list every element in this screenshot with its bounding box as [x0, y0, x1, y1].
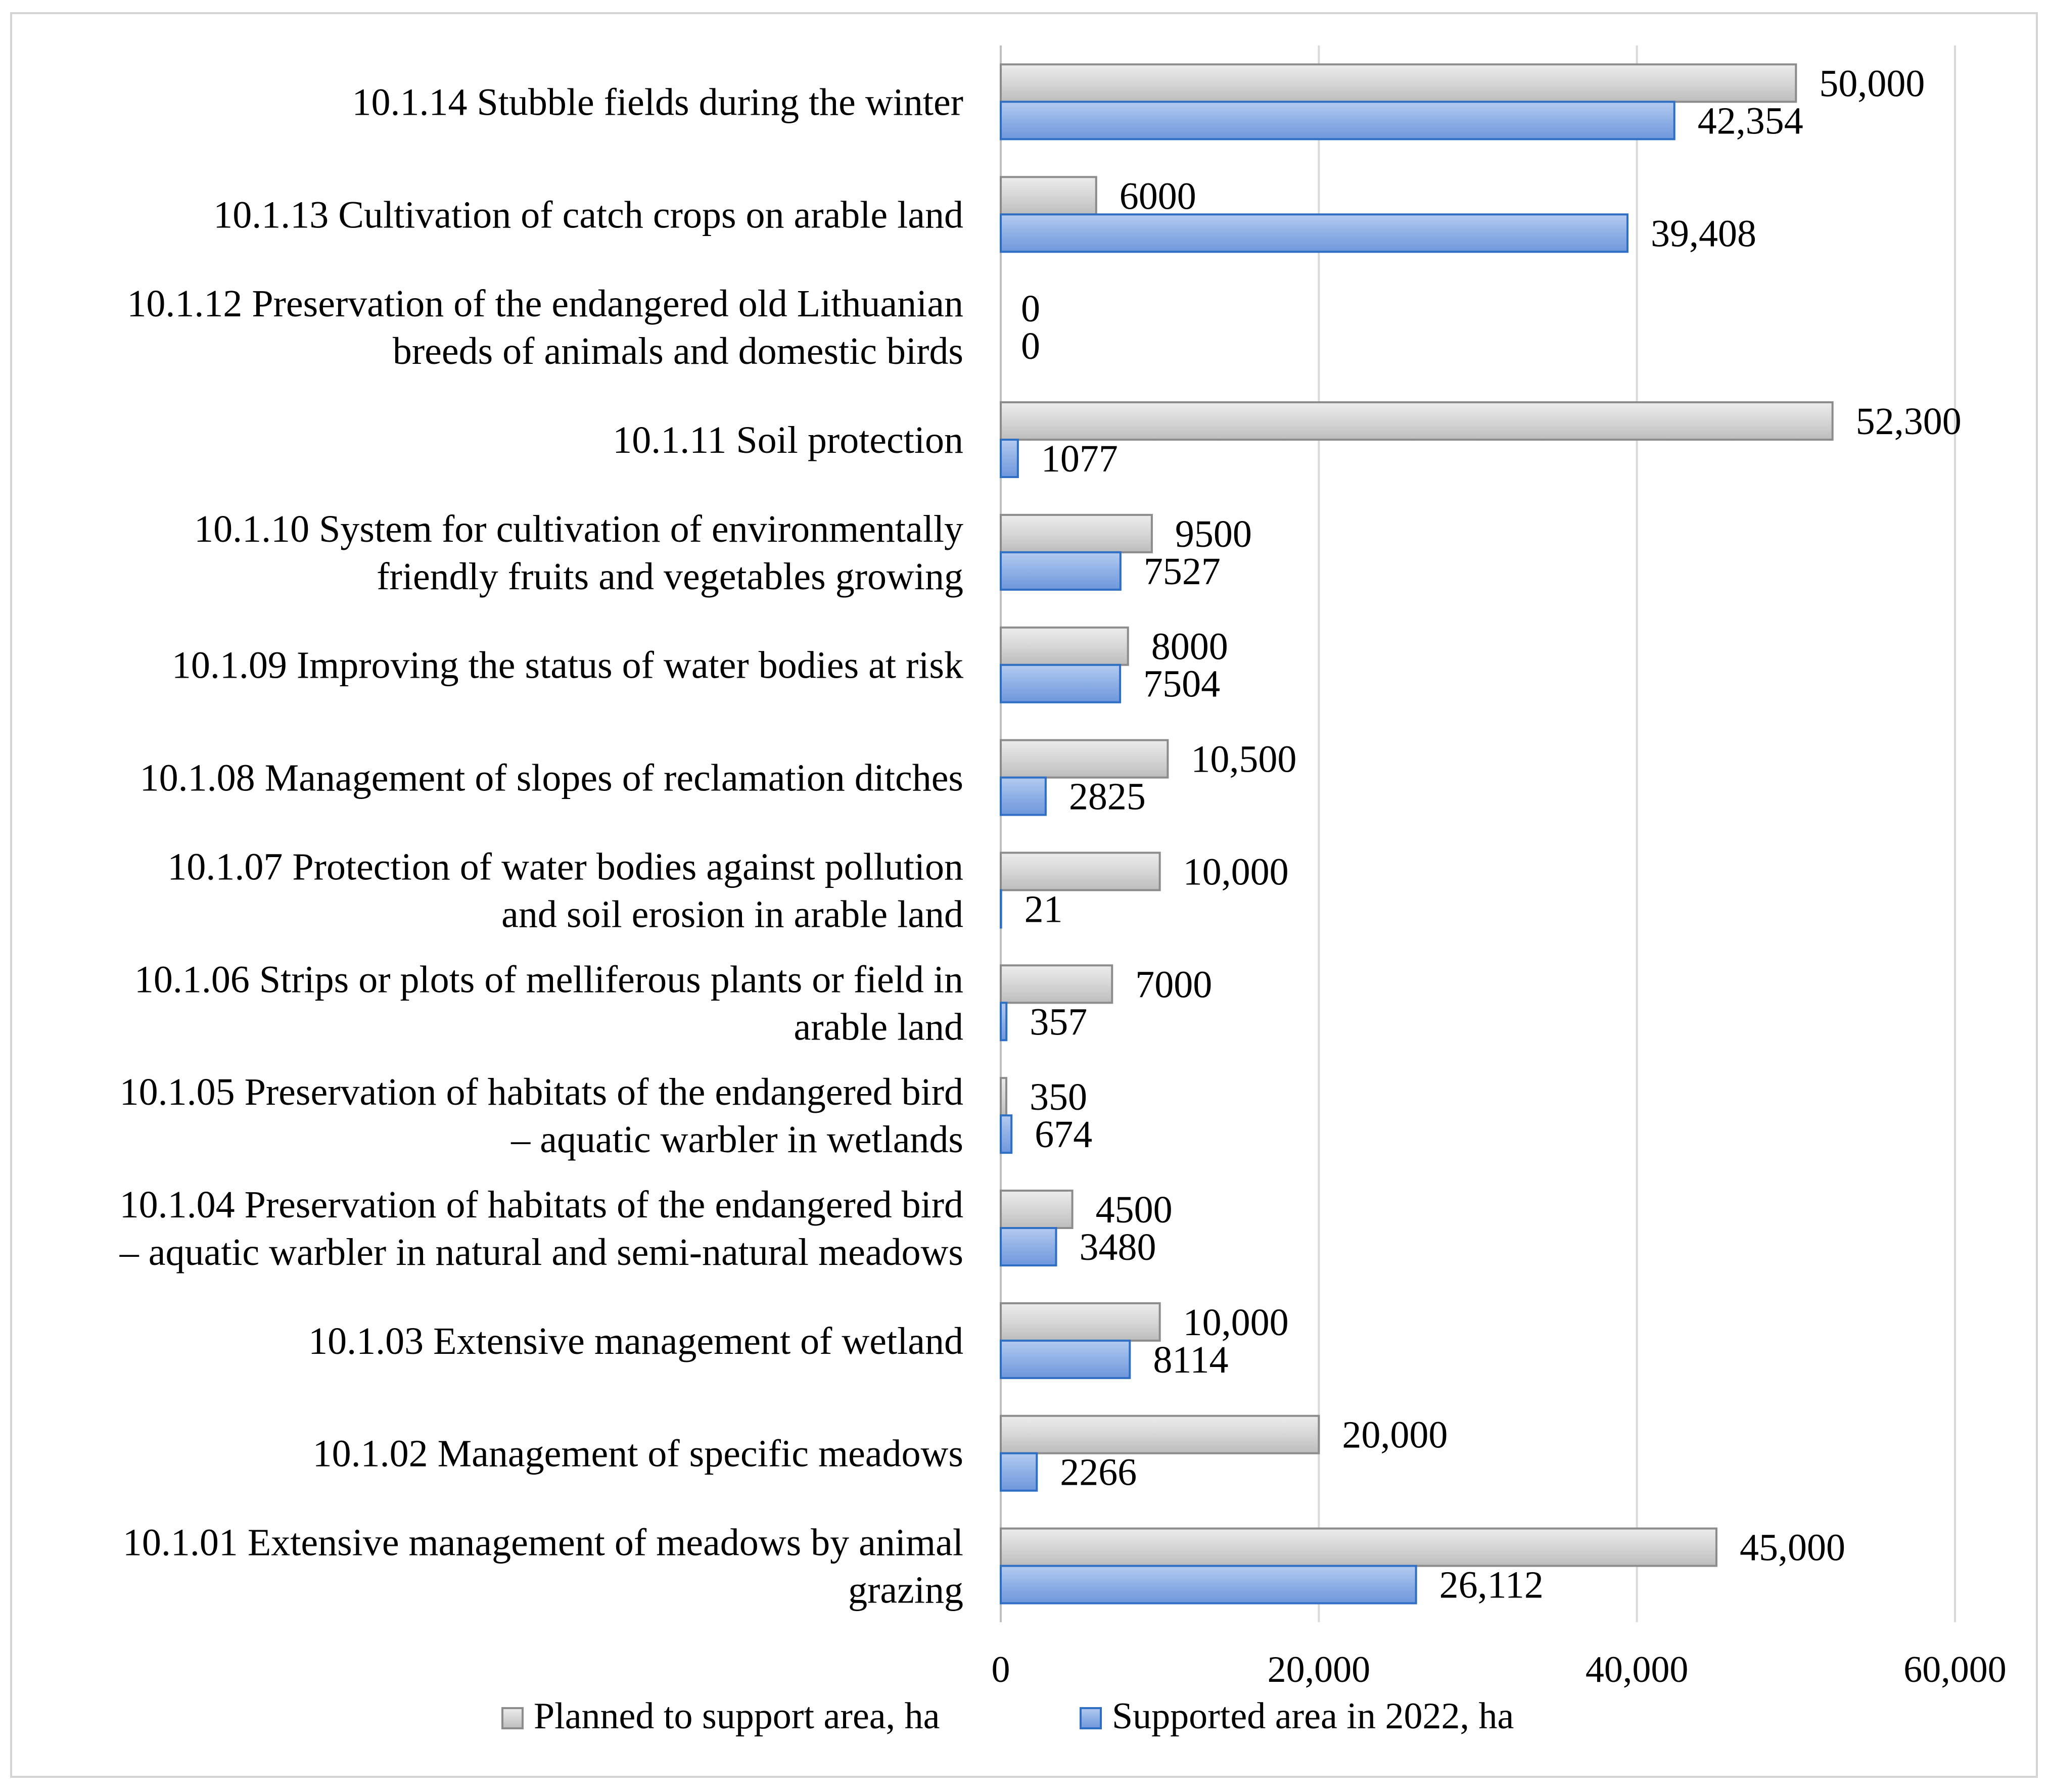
bar	[1000, 213, 1629, 253]
x-tick-label: 40,000	[1586, 1649, 1689, 1690]
bar	[1000, 1190, 1074, 1229]
bar	[1000, 551, 1122, 591]
bar	[1000, 513, 1153, 553]
bar	[1000, 439, 1019, 478]
data-label: 7504	[1143, 663, 1220, 705]
gridlines	[1000, 45, 1956, 1622]
data-label: 3480	[1080, 1226, 1156, 1268]
category-label: arable land	[794, 1006, 963, 1048]
data-label: 42,354	[1698, 100, 1803, 142]
category-label: 10.1.03 Extensive management of wetland	[308, 1320, 963, 1362]
category-label: – aquatic warbler in natural and semi-na…	[119, 1231, 963, 1274]
bar	[1000, 1002, 1008, 1042]
data-label: 357	[1030, 1001, 1087, 1043]
data-label: 20,000	[1342, 1414, 1448, 1456]
category-label: 10.1.12 Preservation of the endangered o…	[127, 282, 963, 325]
category-label: – aquatic warbler in wetlands	[510, 1118, 963, 1161]
bar	[1000, 63, 1797, 103]
data-label: 8114	[1153, 1339, 1228, 1381]
data-label: 39,408	[1651, 212, 1756, 255]
data-label: 50,000	[1819, 62, 1925, 105]
category-label: friendly fruits and vegetables growing	[377, 555, 963, 598]
category-label: 10.1.05 Preservation of habitats of the …	[120, 1071, 963, 1113]
category-label: 10.1.07 Protection of water bodies again…	[167, 845, 963, 888]
legend-label-supported: Supported area in 2022, ha	[1112, 1695, 1514, 1737]
data-label: 10,000	[1183, 851, 1289, 893]
legend-swatch-supported	[1080, 1707, 1102, 1729]
category-labels: 10.1.14 Stubble fields during the winter…	[119, 81, 963, 1611]
legend: Planned to support area, ha Supported ar…	[501, 1695, 1514, 1737]
category-label: 10.1.11 Soil protection	[613, 419, 963, 461]
x-axis-ticks: 0 20,000 40,000 60,000	[992, 1649, 2007, 1690]
data-label: 674	[1035, 1113, 1092, 1156]
data-label: 2266	[1060, 1451, 1137, 1494]
data-label: 8000	[1151, 626, 1228, 668]
category-label: 10.1.06 Strips or plots of melliferous p…	[134, 958, 963, 1001]
x-tick-label: 60,000	[1903, 1649, 2007, 1690]
data-label: 10,000	[1183, 1301, 1289, 1344]
bar	[1000, 964, 1113, 1004]
x-tick-label: 20,000	[1268, 1649, 1371, 1690]
bar	[1000, 1302, 1161, 1342]
data-label: 0	[1021, 288, 1040, 330]
data-label: 0	[1021, 325, 1040, 367]
data-label: 9500	[1175, 513, 1252, 555]
legend-label-planned: Planned to support area, ha	[534, 1695, 940, 1737]
data-label: 21	[1024, 888, 1063, 930]
data-label: 7000	[1135, 963, 1212, 1006]
bar	[1000, 739, 1169, 779]
data-label: 52,300	[1856, 400, 1962, 443]
category-label: and soil erosion in arable land	[501, 893, 963, 935]
data-label: 2825	[1069, 776, 1146, 818]
category-label: 10.1.08 Management of slopes of reclamat…	[140, 757, 963, 799]
data-labels: 50,00042,354600039,4080052,3001077950075…	[1021, 62, 1962, 1606]
x-tick-label: 0	[992, 1649, 1010, 1690]
data-label: 4500	[1096, 1189, 1173, 1231]
data-label: 45,000	[1740, 1527, 1845, 1569]
bar	[1000, 1565, 1417, 1605]
category-label: 10.1.10 System for cultivation of enviro…	[194, 508, 963, 550]
bar	[1000, 776, 1047, 816]
bar	[1000, 176, 1097, 216]
category-label: 10.1.13 Cultivation of catch crops on ar…	[213, 194, 963, 236]
bar	[1000, 1527, 1717, 1567]
category-label: 10.1.04 Preservation of habitats of the …	[120, 1184, 963, 1226]
bar	[1000, 401, 1834, 441]
data-label: 10,500	[1191, 738, 1296, 781]
bar	[1000, 1114, 1013, 1154]
bar	[1000, 1339, 1131, 1379]
data-label: 26,112	[1439, 1564, 1544, 1607]
category-label: 10.1.14 Stubble fields during the winter	[352, 81, 963, 123]
legend-swatch-planned	[501, 1707, 524, 1729]
bar	[1000, 852, 1161, 891]
bar	[1000, 1414, 1320, 1454]
data-label: 6000	[1120, 175, 1196, 217]
data-label: 1077	[1041, 438, 1118, 480]
category-label: 10.1.02 Management of specific meadows	[313, 1433, 963, 1475]
bar	[1000, 101, 1675, 140]
data-label: 7527	[1144, 550, 1221, 593]
bars	[1000, 63, 1834, 1605]
category-label: 10.1.09 Improving the status of water bo…	[172, 644, 963, 687]
bar	[1000, 626, 1129, 666]
data-label: 350	[1030, 1076, 1087, 1118]
category-label: breeds of animals and domestic birds	[393, 330, 963, 372]
category-label: 10.1.01 Extensive management of meadows …	[123, 1522, 963, 1564]
category-label: grazing	[848, 1569, 963, 1612]
bar	[1000, 1077, 1008, 1117]
bar	[1000, 1227, 1057, 1266]
bar	[1000, 664, 1122, 703]
bar	[1000, 1452, 1038, 1492]
